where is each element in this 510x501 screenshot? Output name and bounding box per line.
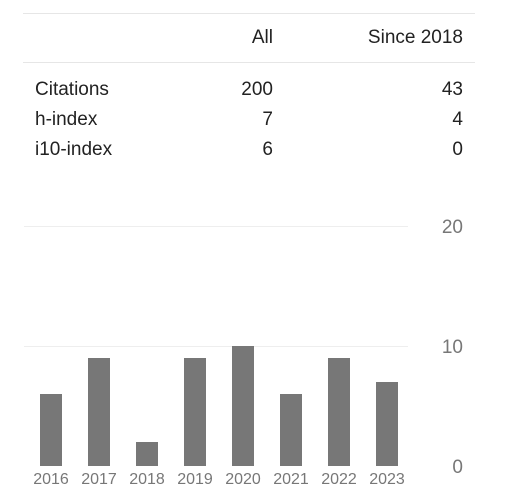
chart-bar[interactable]	[136, 442, 158, 466]
citation-stats-table: All Since 2018 Citations 200 43 h-index …	[23, 13, 475, 165]
stats-row-since-value: 0	[452, 139, 463, 160]
chart-bar[interactable]	[40, 394, 62, 466]
y-tick-label: 20	[442, 217, 463, 238]
stats-row-all-value: 6	[262, 139, 273, 160]
stats-row-label[interactable]: i10-index	[35, 139, 113, 160]
stats-row-since-value: 43	[441, 79, 463, 100]
x-tick-label: 2016	[33, 471, 69, 488]
x-tick-label: 2017	[81, 471, 117, 488]
chart-y-ticks: 0 10 20	[442, 217, 463, 478]
chart-gridlines	[24, 226, 408, 347]
chart-bar[interactable]	[88, 358, 110, 466]
stats-row-citations: Citations 200 43	[23, 63, 475, 106]
x-tick-label: 2021	[273, 471, 309, 488]
chart-bar[interactable]	[184, 358, 206, 466]
y-tick-label: 10	[442, 337, 463, 358]
stats-row-h-index: h-index 7 4	[23, 105, 475, 135]
stats-header-blank	[23, 13, 183, 63]
x-tick-label: 2019	[177, 471, 213, 488]
chart-bar[interactable]	[280, 394, 302, 466]
chart-bar[interactable]	[376, 382, 398, 466]
chart-bar[interactable]	[328, 358, 350, 466]
stats-row-label[interactable]: h-index	[35, 109, 98, 130]
stats-row-label[interactable]: Citations	[35, 79, 109, 100]
x-tick-label: 2020	[225, 471, 261, 488]
stats-header-row: All Since 2018	[23, 13, 475, 63]
stats-row-all-value: 7	[262, 109, 273, 130]
chart-x-ticks: 2016 2017 2018 2019 2020 2021 2022 2023	[33, 471, 405, 488]
chart-bars	[40, 346, 398, 466]
chart-bar[interactable]	[232, 346, 254, 466]
stats-row-i10-index: i10-index 6 0	[23, 135, 475, 165]
x-tick-label: 2022	[321, 471, 357, 488]
stats-row-all-value: 200	[241, 79, 273, 100]
stats-header-all[interactable]: All	[183, 13, 273, 63]
stats-row-since-value: 4	[452, 109, 463, 130]
x-tick-label: 2023	[369, 471, 405, 488]
stats-header-since[interactable]: Since 2018	[273, 13, 475, 63]
x-tick-label: 2018	[129, 471, 165, 488]
y-tick-label: 0	[452, 457, 463, 478]
